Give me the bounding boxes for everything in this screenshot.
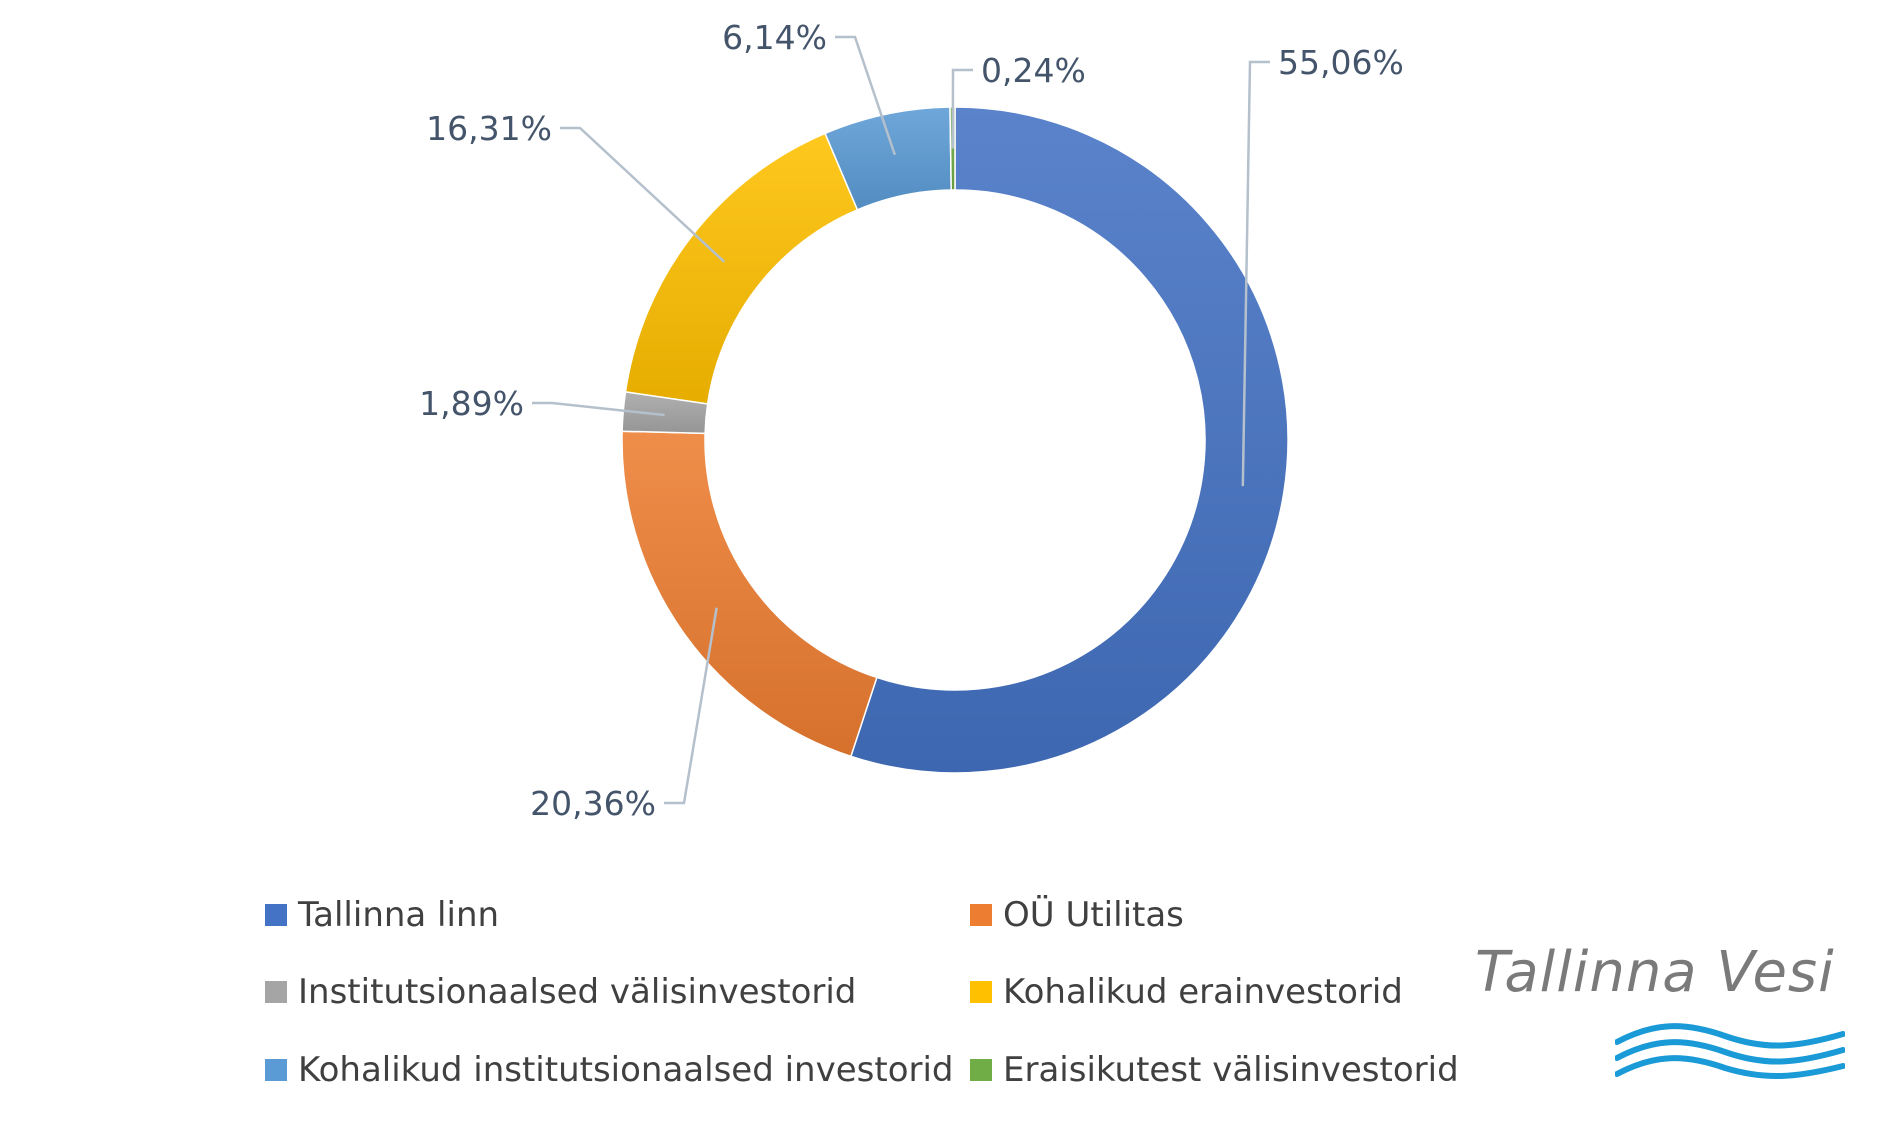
data-label-ou-utilitas: 20,36%	[530, 784, 656, 823]
leader-line-eraisikutest-valisinvestorid	[951, 68, 973, 149]
legend-label-kohalikud-institutsionaalsed-investorid: Kohalikud institutsionaalsed investorid	[298, 1050, 954, 1090]
legend-item-tallinna-linn[interactable]: Tallinna linn	[265, 895, 499, 935]
slice-kohalikud-erainvestorid[interactable]	[624, 132, 859, 405]
data-label-institutsionaalsed-valisinvestorid: 1,89%	[419, 384, 524, 423]
legend-label-ou-utilitas: OÜ Utilitas	[1003, 895, 1184, 935]
legend-item-institutsionaalsed-valisinvestorid[interactable]: Institutsionaalsed välisinvestorid	[265, 972, 856, 1012]
logo-waves-icon	[1615, 1023, 1845, 1079]
legend-item-kohalikud-erainvestorid[interactable]: Kohalikud erainvestorid	[970, 972, 1403, 1012]
data-label-kohalikud-institutsionaalsed-investorid: 6,14%	[722, 18, 827, 57]
legend-swatch-institutsionaalsed-valisinvestorid	[265, 981, 287, 1003]
tallinna-vesi-logo: Tallinna Vesi	[1475, 940, 1875, 1090]
legend: Tallinna linn OÜ Utilitas Institutsionaa…	[265, 895, 1485, 1095]
legend-swatch-kohalikud-erainvestorid	[970, 981, 992, 1003]
legend-swatch-kohalikud-institutsionaalsed-investorid	[265, 1059, 287, 1081]
legend-item-ou-utilitas[interactable]: OÜ Utilitas	[970, 895, 1184, 935]
logo-wordmark: Tallinna Vesi	[1475, 940, 1835, 1005]
leader-line-kohalikud-institutsionaalsed-investorid	[835, 35, 896, 156]
legend-item-kohalikud-institutsionaalsed-investorid[interactable]: Kohalikud institutsionaalsed investorid	[265, 1050, 954, 1090]
data-label-eraisikutest-valisinvestorid: 0,24%	[981, 51, 1086, 90]
legend-label-eraisikutest-valisinvestorid: Eraisikutest välisinvestorid	[1003, 1050, 1459, 1090]
legend-swatch-tallinna-linn	[265, 904, 287, 926]
legend-label-kohalikud-erainvestorid: Kohalikud erainvestorid	[1003, 972, 1403, 1012]
leader-line-institutsionaalsed-valisinvestorid	[532, 401, 665, 417]
leader-line-ou-utilitas	[664, 607, 718, 805]
leader-line-kohalikud-erainvestorid	[560, 126, 726, 263]
legend-swatch-eraisikutest-valisinvestorid	[970, 1059, 992, 1081]
legend-item-eraisikutest-valisinvestorid[interactable]: Eraisikutest välisinvestorid	[970, 1050, 1459, 1090]
leader-lines	[532, 35, 1270, 805]
legend-swatch-ou-utilitas	[970, 904, 992, 926]
legend-label-institutsionaalsed-valisinvestorid: Institutsionaalsed välisinvestorid	[298, 972, 857, 1012]
data-labels: 55,06% 20,36% 1,89% 16,31% 6,14% 0,24%	[419, 18, 1404, 823]
slice-tallinna-linn[interactable]	[849, 106, 1289, 774]
leader-line-tallinna-linn	[1241, 60, 1270, 487]
donut-slices	[621, 106, 1289, 774]
data-label-kohalikud-erainvestorid: 16,31%	[426, 109, 552, 148]
data-label-tallinna-linn: 55,06%	[1278, 43, 1404, 82]
slice-ou-utilitas[interactable]	[621, 430, 878, 758]
legend-label-tallinna-linn: Tallinna linn	[298, 895, 500, 935]
